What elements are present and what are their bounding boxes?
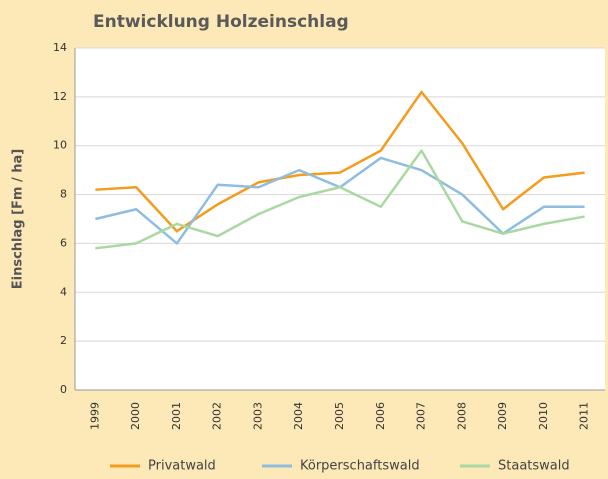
x-tick-label: 2002 — [211, 402, 224, 430]
x-tick-label: 2011 — [578, 402, 591, 430]
series-line — [95, 90, 585, 233]
x-tick-label: 2001 — [170, 402, 183, 430]
x-tick-label: 2007 — [415, 402, 428, 430]
y-tick-label: 8 — [60, 188, 67, 201]
x-tick-label: 2010 — [537, 402, 550, 430]
x-tick-label: 1999 — [88, 402, 101, 430]
y-tick-label: 6 — [60, 236, 67, 249]
legend-label: Staatswald — [498, 459, 570, 474]
y-tick-label: 0 — [60, 383, 67, 396]
x-tick-label: 2009 — [496, 402, 509, 430]
y-tick-label: 14 — [53, 41, 67, 54]
y-tick-label: 10 — [53, 139, 67, 152]
legend-label: Körperschaftswald — [300, 459, 420, 474]
series-line — [95, 149, 585, 250]
x-tick-label: 2004 — [292, 402, 305, 430]
x-tick-label: 2003 — [251, 402, 264, 430]
plot-area — [75, 48, 605, 390]
y-tick-label: 2 — [60, 334, 67, 347]
y-axis-label: Einschlag [Fm / ha] — [11, 149, 26, 290]
x-tick-label: 2000 — [129, 402, 142, 430]
x-tick-label: 2006 — [374, 402, 387, 430]
y-tick-label: 4 — [60, 285, 67, 298]
x-tick-label: 2008 — [455, 402, 468, 430]
y-tick-label: 12 — [53, 90, 67, 103]
legend-label: Privatwald — [148, 459, 216, 474]
x-tick-label: 2005 — [333, 402, 346, 430]
chart-title: Entwicklung Holzeinschlag — [93, 12, 349, 32]
